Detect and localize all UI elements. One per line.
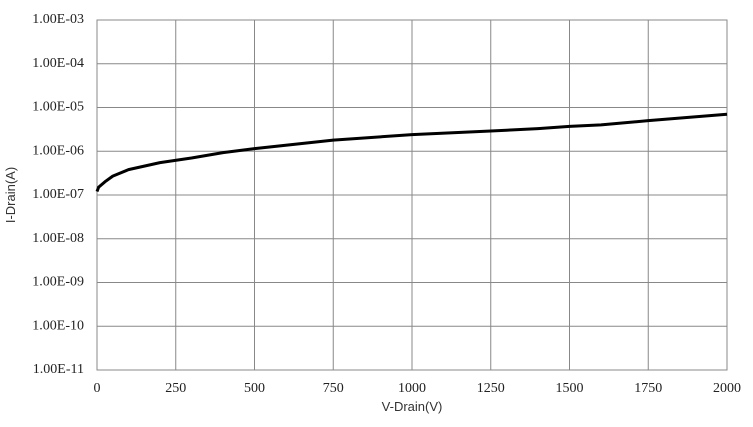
y-tick-label: 1.00E-10 [32, 318, 84, 333]
plot-border [96, 19, 728, 371]
x-tick-label: 1250 [477, 381, 505, 396]
y-tick-label: 1.00E-08 [32, 231, 84, 246]
x-axis-title: V-Drain(V) [382, 399, 443, 414]
y-tick-label: 1.00E-11 [33, 362, 84, 377]
x-tick-label: 1500 [556, 381, 584, 396]
y-tick-label: 1.00E-04 [32, 56, 84, 71]
y-axis-title: I-Drain(A) [3, 167, 18, 223]
x-tick-label: 2000 [713, 381, 741, 396]
x-tick-label: 250 [165, 381, 186, 396]
y-tick-label: 1.00E-05 [32, 100, 84, 115]
x-tick-label: 1000 [398, 381, 426, 396]
x-tick-label: 0 [94, 381, 101, 396]
y-tick-label: 1.00E-06 [32, 143, 84, 158]
x-tick-label: 1750 [634, 381, 662, 396]
x-tick-label: 500 [244, 381, 265, 396]
y-tick-label: 1.00E-07 [32, 187, 84, 202]
y-tick-label: 1.00E-03 [32, 12, 84, 27]
x-tick-label: 750 [323, 381, 344, 396]
data-line [95, 112, 728, 193]
y-tick-label: 1.00E-09 [32, 275, 84, 290]
